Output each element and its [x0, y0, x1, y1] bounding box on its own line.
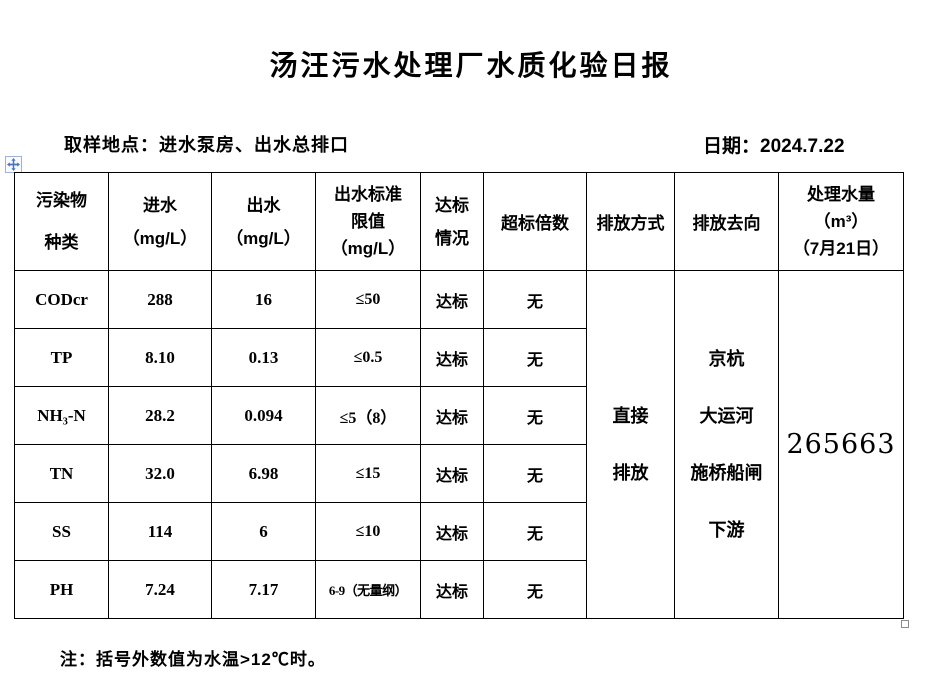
compliance-value[interactable]: 达标	[420, 444, 484, 503]
report-date-label: 日期：2024.7.22	[703, 136, 845, 157]
exceedance-value[interactable]: 无	[483, 560, 587, 619]
effluent-value[interactable]: 0.13	[211, 328, 316, 387]
discharge-destination-cell[interactable]: 京杭 大运河 施桥船闸 下游	[674, 270, 779, 619]
effluent-value[interactable]: 7.17	[211, 560, 316, 619]
header-effluent[interactable]: 出水 （mg/L）	[211, 172, 316, 271]
compliance-value[interactable]: 达标	[420, 270, 484, 329]
treated-water-volume-cell[interactable]: 265663	[778, 270, 904, 619]
pollutant-name[interactable]: PH	[14, 560, 109, 619]
influent-value[interactable]: 32.0	[108, 444, 212, 503]
four-direction-move-icon	[7, 158, 20, 171]
influent-value[interactable]: 28.2	[108, 386, 212, 445]
limit-value[interactable]: ≤0.5	[315, 328, 421, 387]
page-title: 汤汪污水处理厂水质化验日报	[269, 50, 673, 81]
effluent-value[interactable]: 6.98	[211, 444, 316, 503]
compliance-value[interactable]: 达标	[420, 560, 484, 619]
compliance-value[interactable]: 达标	[420, 386, 484, 445]
table-header-row: 污染物 种类 进水 （mg/L） 出水 （mg/L） 出水标准 限值 （mg/L…	[14, 172, 904, 271]
header-treated-water-volume[interactable]: 处理水量 （m³） （7月21日）	[778, 172, 904, 271]
pollutant-name[interactable]: CODcr	[14, 270, 109, 329]
limit-value[interactable]: ≤15	[315, 444, 421, 503]
discharge-mode-cell[interactable]: 直接 排放	[586, 270, 675, 619]
limit-value[interactable]: ≤50	[315, 270, 421, 329]
header-pollutant-type[interactable]: 污染物 种类	[14, 172, 109, 271]
table-row-nh3n: NH₃-N 28.2 0.094 ≤5（8） 达标 无	[14, 386, 904, 445]
influent-value[interactable]: 114	[108, 502, 212, 561]
pollutant-name[interactable]: TN	[14, 444, 109, 503]
effluent-value[interactable]: 0.094	[211, 386, 316, 445]
effluent-value[interactable]: 16	[211, 270, 316, 329]
limit-value[interactable]: ≤5（8）	[315, 386, 421, 445]
influent-value[interactable]: 8.10	[108, 328, 212, 387]
exceedance-value[interactable]: 无	[483, 270, 587, 329]
table-resize-handle[interactable]	[901, 620, 909, 628]
pollutant-name[interactable]: SS	[14, 502, 109, 561]
compliance-value[interactable]: 达标	[420, 502, 484, 561]
influent-value[interactable]: 7.24	[108, 560, 212, 619]
table-row-tp: TP 8.10 0.13 ≤0.5 达标 无	[14, 328, 904, 387]
limit-value[interactable]: ≤10	[315, 502, 421, 561]
influent-value[interactable]: 288	[108, 270, 212, 329]
header-discharge-mode[interactable]: 排放方式	[586, 172, 675, 271]
header-effluent-standard-limit[interactable]: 出水标准 限值 （mg/L）	[315, 172, 421, 271]
pollutant-name[interactable]: TP	[14, 328, 109, 387]
exceedance-value[interactable]: 无	[483, 328, 587, 387]
table-row-ph: PH 7.24 7.17 6-9（无量纲） 达标 无	[14, 560, 904, 619]
water-quality-table: 污染物 种类 进水 （mg/L） 出水 （mg/L） 出水标准 限值 （mg/L…	[14, 172, 904, 619]
header-exceedance-multiple[interactable]: 超标倍数	[483, 172, 587, 271]
limit-value[interactable]: 6-9（无量纲）	[315, 560, 421, 619]
exceedance-value[interactable]: 无	[483, 502, 587, 561]
table-move-handle[interactable]	[5, 156, 22, 173]
table-row-codcr: CODcr 288 16 ≤50 达标 无 直接 排放 京杭 大运河 施桥船闸 …	[14, 270, 904, 619]
header-compliance-status[interactable]: 达标 情况	[420, 172, 484, 271]
footnote: 注：括号外数值为水温>12℃时。	[60, 650, 326, 669]
effluent-value[interactable]: 6	[211, 502, 316, 561]
table-row-tn: TN 32.0 6.98 ≤15 达标 无	[14, 444, 904, 503]
exceedance-value[interactable]: 无	[483, 444, 587, 503]
sampling-location-label: 取样地点：进水泵房、出水总排口	[64, 135, 349, 155]
pollutant-name[interactable]: NH₃-N	[14, 386, 109, 445]
table-row-ss: SS 114 6 ≤10 达标 无	[14, 502, 904, 561]
header-discharge-destination[interactable]: 排放去向	[674, 172, 779, 271]
compliance-value[interactable]: 达标	[420, 328, 484, 387]
header-influent[interactable]: 进水 （mg/L）	[108, 172, 212, 271]
info-row: 取样地点：进水泵房、出水总排口 日期：2024.7.22	[0, 131, 942, 159]
exceedance-value[interactable]: 无	[483, 386, 587, 445]
